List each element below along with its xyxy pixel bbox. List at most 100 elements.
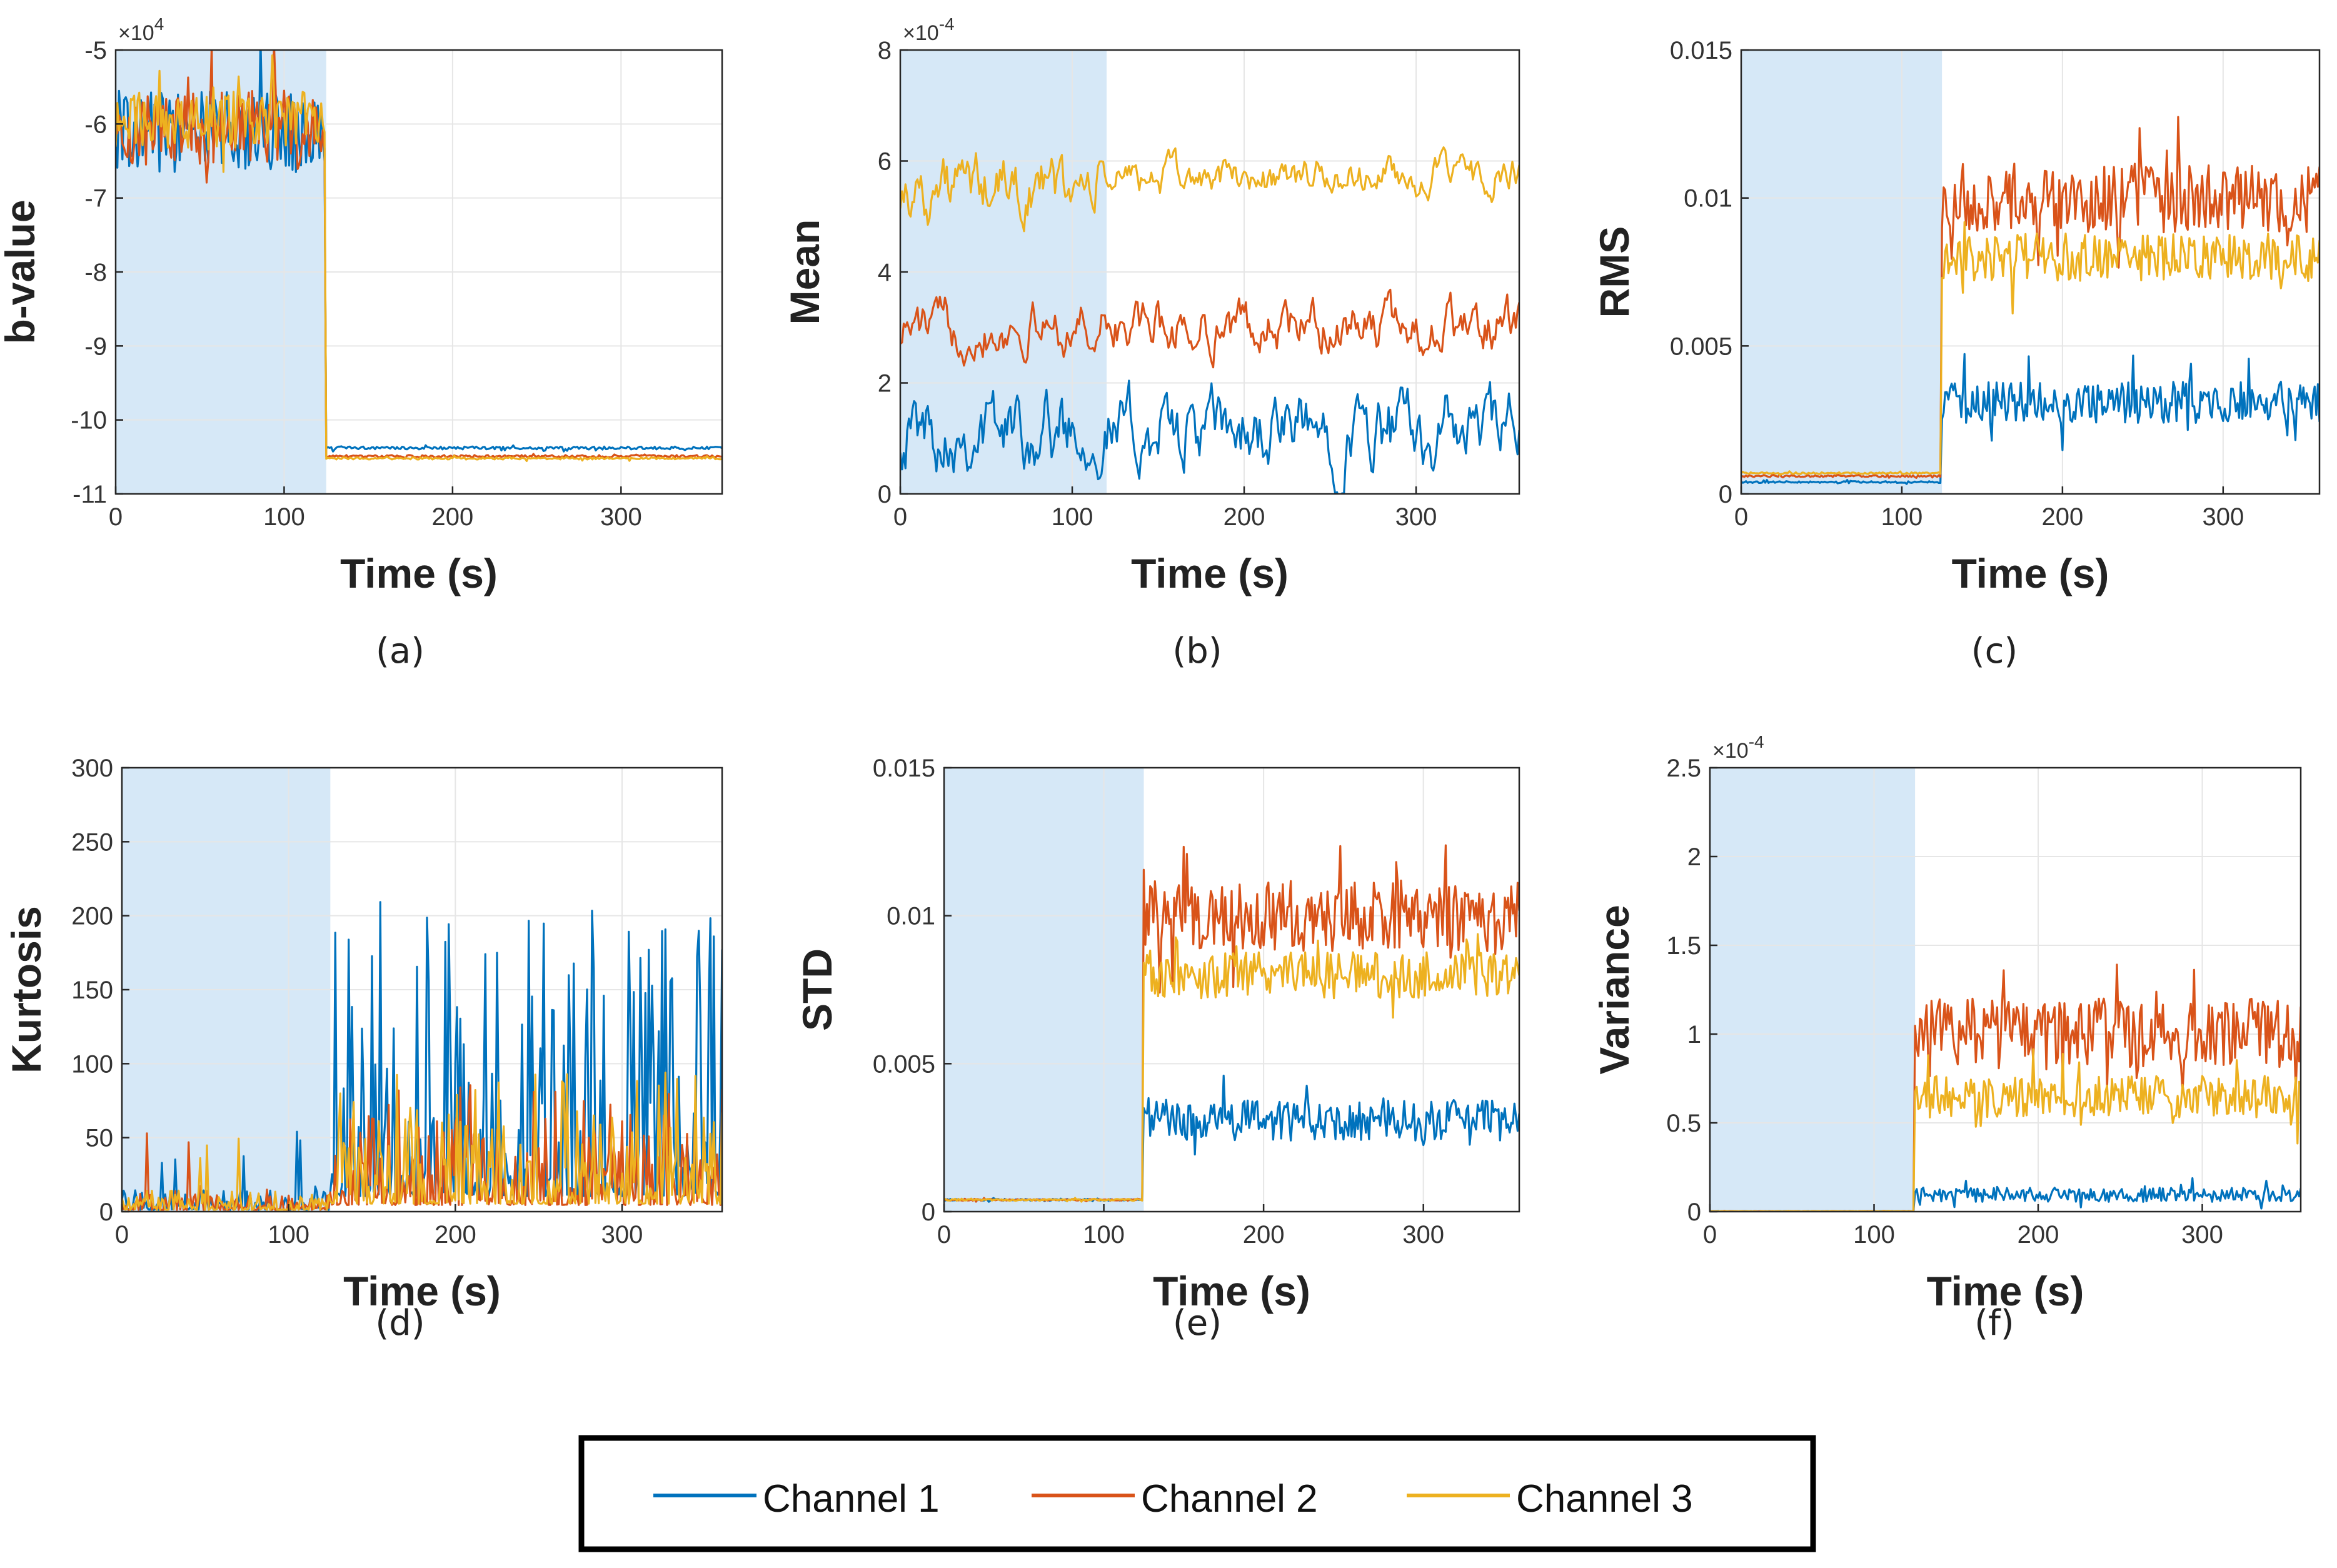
series-c-channel-1 — [1741, 353, 2319, 485]
y-tick-label-b-3: 6 — [878, 148, 892, 176]
y-axis-label-f: Variance — [1591, 905, 1637, 1075]
series-group-c — [1741, 116, 2319, 485]
y-tick-label-d-4: 200 — [71, 903, 113, 930]
y-tick-label-d-6: 300 — [71, 755, 113, 782]
legend: Channel 1 Channel 2 Channel 3 — [578, 1435, 1816, 1552]
series-e-channel-3 — [944, 933, 1519, 1203]
series-d-channel-3 — [122, 1072, 722, 1211]
x-tick-label-c-0: 0 — [1734, 503, 1748, 531]
y-tick-label-a-1: -10 — [71, 407, 107, 435]
panel-c: 0 100 200 300 0 0.005 0.01 0.015 Time (s) RMS (c) — [1591, 37, 2321, 671]
series-b-channel-1 — [900, 379, 1519, 494]
y-tick-label-f-2: 1 — [1687, 1021, 1701, 1048]
x-axis-label-f: Time (s) — [1927, 1268, 2084, 1314]
y-tick-label-a-3: -8 — [84, 259, 107, 286]
series-group-b — [900, 146, 1519, 494]
y-tick-label-b-1: 2 — [878, 370, 892, 398]
x-tick-label-b-2: 200 — [1224, 503, 1265, 531]
y-tick-label-a-4: -7 — [84, 185, 107, 213]
y-tick-label-b-4: 8 — [878, 37, 892, 64]
x-tick-label-e-2: 200 — [1243, 1221, 1285, 1249]
x-tick-label-b-0: 0 — [893, 503, 907, 531]
y-tick-label-f-1: 0.5 — [1666, 1110, 1701, 1137]
series-c-channel-3 — [1741, 221, 2319, 476]
axes-box-c — [1740, 49, 2321, 495]
panel-b: 0 100 200 300 0 2 4 6 8 ×10-4 Time (s) Mean (b) — [782, 14, 1520, 671]
axes-box-f — [1709, 766, 2302, 1213]
y-tick-label-d-5: 250 — [71, 828, 113, 856]
x-tick-label-e-1: 100 — [1083, 1221, 1125, 1249]
x-axis-label-a: Time (s) — [340, 550, 498, 596]
y-tick-label-c-0: 0 — [1719, 481, 1732, 508]
shaded-region-e — [944, 768, 1144, 1212]
y-tick-label-c-3: 0.015 — [1670, 37, 1732, 64]
legend-label-channel-2: Channel 2 — [1141, 1477, 1318, 1520]
x-tick-label-b-3: 300 — [1395, 503, 1437, 531]
y-tick-label-d-0: 0 — [99, 1199, 113, 1226]
x-tick-label-c-2: 200 — [2042, 503, 2084, 531]
y-tick-label-e-2: 0.01 — [887, 903, 935, 930]
series-b-channel-2 — [900, 288, 1519, 369]
x-tick-label-f-3: 300 — [2181, 1221, 2223, 1249]
y-tick-label-c-2: 0.01 — [1684, 185, 1732, 213]
x-tick-label-c-1: 100 — [1881, 503, 1923, 531]
y-axis-label-b: Mean — [782, 219, 828, 325]
y-axis-label-a: b-value — [0, 199, 43, 344]
y-tick-label-f-0: 0 — [1687, 1199, 1701, 1226]
y-tick-label-b-0: 0 — [878, 481, 892, 508]
y-tick-label-a-5: -6 — [84, 111, 107, 138]
y-tick-label-d-3: 150 — [71, 977, 113, 1004]
y-tick-label-a-6: -5 — [84, 37, 107, 64]
series-a-channel-1 — [116, 50, 722, 453]
y-axis-label-c: RMS — [1591, 226, 1637, 318]
y-axis-label-e: STD — [794, 948, 840, 1031]
y-tick-label-a-0: -11 — [73, 481, 107, 508]
x-tick-label-c-3: 300 — [2202, 503, 2244, 531]
x-tick-label-e-3: 300 — [1402, 1221, 1444, 1249]
series-group-e — [944, 844, 1519, 1203]
series-a-channel-3 — [116, 54, 722, 463]
x-tick-label-d-0: 0 — [115, 1221, 129, 1249]
panel-label-d: (d) — [375, 1303, 425, 1344]
y-tick-label-f-5: 2.5 — [1666, 755, 1701, 782]
x-axis-label-e: Time (s) — [1153, 1268, 1310, 1314]
panel-label-e: (e) — [1173, 1303, 1222, 1344]
x-axis-label-c: Time (s) — [1952, 550, 2109, 596]
series-group-a — [116, 50, 722, 463]
panel-label-c: (c) — [1971, 631, 2018, 671]
x-tick-label-d-3: 300 — [601, 1221, 643, 1249]
x-tick-label-a-1: 100 — [263, 503, 305, 531]
x-tick-label-f-1: 100 — [1853, 1221, 1895, 1249]
x-tick-label-e-0: 0 — [937, 1221, 951, 1249]
panel-d: 0 100 200 300 0 50 100 150 200 250 300 Time (s) Kurt… — [3, 755, 723, 1344]
x-axis-label-d: Time (s) — [343, 1268, 501, 1314]
x-axis-label-b: Time (s) — [1131, 550, 1289, 596]
panel-e: 0 100 200 300 0 0.005 0.01 0.015 Time (s) STD (e) — [794, 755, 1520, 1344]
y-tick-label-f-4: 2 — [1687, 843, 1701, 871]
exponent-label-b: ×10-4 — [903, 14, 955, 45]
exponent-label-f: ×10-4 — [1712, 732, 1764, 763]
axes-box-e — [943, 766, 1520, 1213]
y-axis-label-d: Kurtosis — [3, 906, 49, 1073]
legend-box — [578, 1435, 1816, 1552]
x-tick-label-f-2: 200 — [2018, 1221, 2059, 1249]
y-tick-label-f-3: 1.5 — [1666, 932, 1701, 960]
y-tick-label-c-1: 0.005 — [1670, 333, 1732, 360]
x-tick-label-d-2: 200 — [435, 1221, 476, 1249]
y-tick-label-d-1: 50 — [86, 1125, 114, 1152]
x-tick-label-a-3: 300 — [600, 503, 642, 531]
x-tick-label-f-0: 0 — [1703, 1221, 1717, 1249]
panel-f: 0 100 200 300 0 0.5 1 1.5 2 2.5 ×10-4 Time (s) Varia… — [1591, 732, 2302, 1344]
panel-label-a: (a) — [376, 631, 425, 671]
y-tick-label-e-3: 0.015 — [873, 755, 935, 782]
y-tick-label-e-0: 0 — [922, 1199, 935, 1226]
exponent-label-a: ×104 — [118, 14, 164, 45]
series-b-channel-3 — [900, 146, 1519, 233]
legend-label-channel-3: Channel 3 — [1516, 1477, 1693, 1520]
y-tick-label-b-2: 4 — [878, 259, 892, 286]
series-d-channel-2 — [122, 1084, 722, 1211]
series-group-d — [122, 901, 722, 1211]
legend-label-channel-1: Channel 1 — [763, 1477, 940, 1520]
